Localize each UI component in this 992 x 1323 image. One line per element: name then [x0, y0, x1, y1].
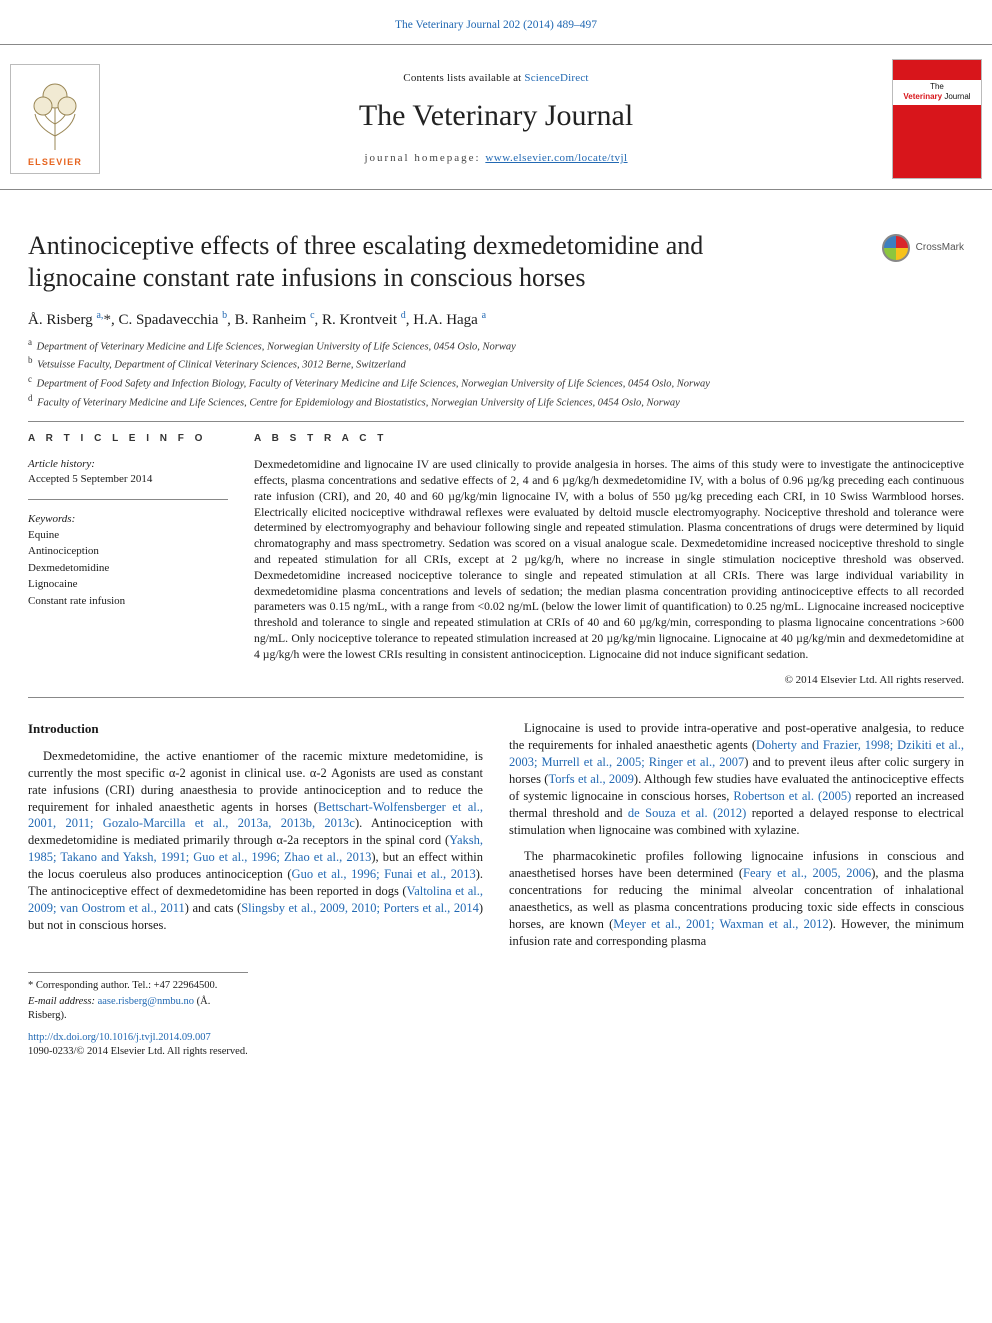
sciencedirect-link[interactable]: ScienceDirect: [524, 72, 588, 84]
elsevier-logo: ELSEVIER: [10, 64, 100, 174]
journal-title: The Veterinary Journal: [110, 96, 882, 137]
doi-block: http://dx.doi.org/10.1016/j.tvjl.2014.09…: [28, 1031, 964, 1059]
corresponding-author-footnote: * Corresponding author. Tel.: +47 229645…: [28, 972, 248, 1024]
keywords-label: Keywords:: [28, 512, 228, 527]
ref-link[interactable]: Meyer et al., 2001; Waxman et al., 2012: [613, 917, 828, 931]
corr-email-line: E-mail address: aase.risberg@nmbu.no (Å.…: [28, 995, 248, 1023]
abstract-text: Dexmedetomidine and lignocaine IV are us…: [254, 457, 964, 662]
keyword: Dexmedetomidine: [28, 560, 228, 577]
info-divider: [28, 499, 228, 500]
intro-para-1: Dexmedetomidine, the active enantiomer o…: [28, 748, 483, 934]
copyright: © 2014 Elsevier Ltd. All rights reserved…: [254, 673, 964, 688]
body-two-column: Introduction Dexmedetomidine, the active…: [28, 720, 964, 951]
intro-para-3: The pharmacokinetic profiles following l…: [509, 848, 964, 949]
keyword: Equine: [28, 527, 228, 544]
issn-copyright: 1090-0233/© 2014 Elsevier Ltd. All right…: [28, 1045, 964, 1059]
ref-link[interactable]: Slingsby et al., 2009, 2010; Porters et …: [241, 901, 479, 915]
title-block: Antinociceptive effects of three escalat…: [28, 230, 964, 295]
divider-bottom: [28, 697, 964, 698]
affiliation-b: b Vetsuisse Faculty, Department of Clini…: [28, 354, 964, 373]
ref-link[interactable]: Robertson et al. (2005): [733, 789, 851, 803]
ref-link[interactable]: van Oostrom et al., 2011: [60, 901, 185, 915]
journal-homepage-line: journal homepage: www.elsevier.com/locat…: [110, 151, 882, 166]
journal-cover-title-strip: The Veterinary Journal: [893, 80, 981, 106]
divider-top: [28, 421, 964, 422]
corr-email-link[interactable]: aase.risberg@nmbu.no: [98, 996, 194, 1007]
ref-link[interactable]: de Souza et al. (2012): [628, 806, 746, 820]
ref-link[interactable]: Torfs et al., 2009: [548, 772, 633, 786]
citation-header: The Veterinary Journal 202 (2014) 489–49…: [0, 0, 992, 44]
article-title: Antinociceptive effects of three escalat…: [28, 230, 788, 295]
affiliation-a-text: Department of Veterinary Medicine and Li…: [37, 341, 516, 352]
affiliation-c-text: Department of Food Safety and Infection …: [37, 379, 710, 390]
affiliation-a: a Department of Veterinary Medicine and …: [28, 336, 964, 355]
elsevier-tree-icon: [23, 76, 87, 154]
publisher-logo-slot: ELSEVIER: [0, 64, 110, 174]
history-value: Accepted 5 September 2014: [28, 472, 228, 487]
cover-word-the: The: [930, 82, 944, 91]
keywords-list: Equine Antinociception Dexmedetomidine L…: [28, 527, 228, 610]
elsevier-wordmark: ELSEVIER: [28, 156, 82, 168]
contents-available-line: Contents lists available at ScienceDirec…: [110, 71, 882, 86]
journal-cover-slot: The Veterinary Journal: [882, 59, 992, 179]
history-label: Article history:: [28, 457, 228, 472]
contents-prefix: Contents lists available at: [403, 72, 524, 84]
article-info: A R T I C L E I N F O Article history: A…: [28, 432, 228, 688]
email-label: E-mail address:: [28, 996, 98, 1007]
affiliations: a Department of Veterinary Medicine and …: [28, 336, 964, 411]
affiliation-d-text: Faculty of Veterinary Medicine and Life …: [37, 397, 680, 408]
author-list: Å. Risberg a,*, C. Spadavecchia b, B. Ra…: [28, 309, 964, 330]
affiliation-c: c Department of Food Safety and Infectio…: [28, 373, 964, 392]
keyword: Constant rate infusion: [28, 593, 228, 610]
introduction-heading: Introduction: [28, 720, 483, 738]
homepage-prefix: journal homepage:: [364, 152, 485, 164]
crossmark-label: CrossMark: [916, 241, 964, 255]
affiliation-d: d Faculty of Veterinary Medicine and Lif…: [28, 392, 964, 411]
p1-text-e: ) and cats (: [185, 901, 241, 915]
journal-cover: The Veterinary Journal: [892, 59, 982, 179]
affiliation-b-text: Vetsuisse Faculty, Department of Clinica…: [37, 360, 406, 371]
doi-link[interactable]: http://dx.doi.org/10.1016/j.tvjl.2014.09…: [28, 1032, 211, 1043]
citation-text: The Veterinary Journal 202 (2014) 489–49…: [395, 19, 597, 31]
article-history: Article history: Accepted 5 September 20…: [28, 457, 228, 487]
ref-link[interactable]: Guo et al., 1996; Funai et al., 2013: [292, 867, 476, 881]
info-abstract-row: A R T I C L E I N F O Article history: A…: [28, 432, 964, 688]
crossmark-badge[interactable]: CrossMark: [882, 234, 964, 262]
journal-masthead: ELSEVIER Contents lists available at Sci…: [0, 44, 992, 190]
crossmark-icon: [882, 234, 910, 262]
corr-author-line: * Corresponding author. Tel.: +47 229645…: [28, 979, 248, 993]
intro-para-2: Lignocaine is used to provide intra-oper…: [509, 720, 964, 838]
ref-link[interactable]: Feary et al., 2005, 2006: [743, 866, 871, 880]
article-info-heading: A R T I C L E I N F O: [28, 432, 228, 446]
keyword: Antinociception: [28, 543, 228, 560]
abstract-heading: A B S T R A C T: [254, 432, 964, 446]
journal-homepage-link[interactable]: www.elsevier.com/locate/tvjl: [485, 152, 627, 164]
cover-word-veterinary: Veterinary: [903, 92, 942, 101]
cover-word-journal: Journal: [944, 92, 970, 101]
keyword: Lignocaine: [28, 576, 228, 593]
masthead-center: Contents lists available at ScienceDirec…: [110, 71, 882, 165]
abstract: A B S T R A C T Dexmedetomidine and lign…: [254, 432, 964, 688]
